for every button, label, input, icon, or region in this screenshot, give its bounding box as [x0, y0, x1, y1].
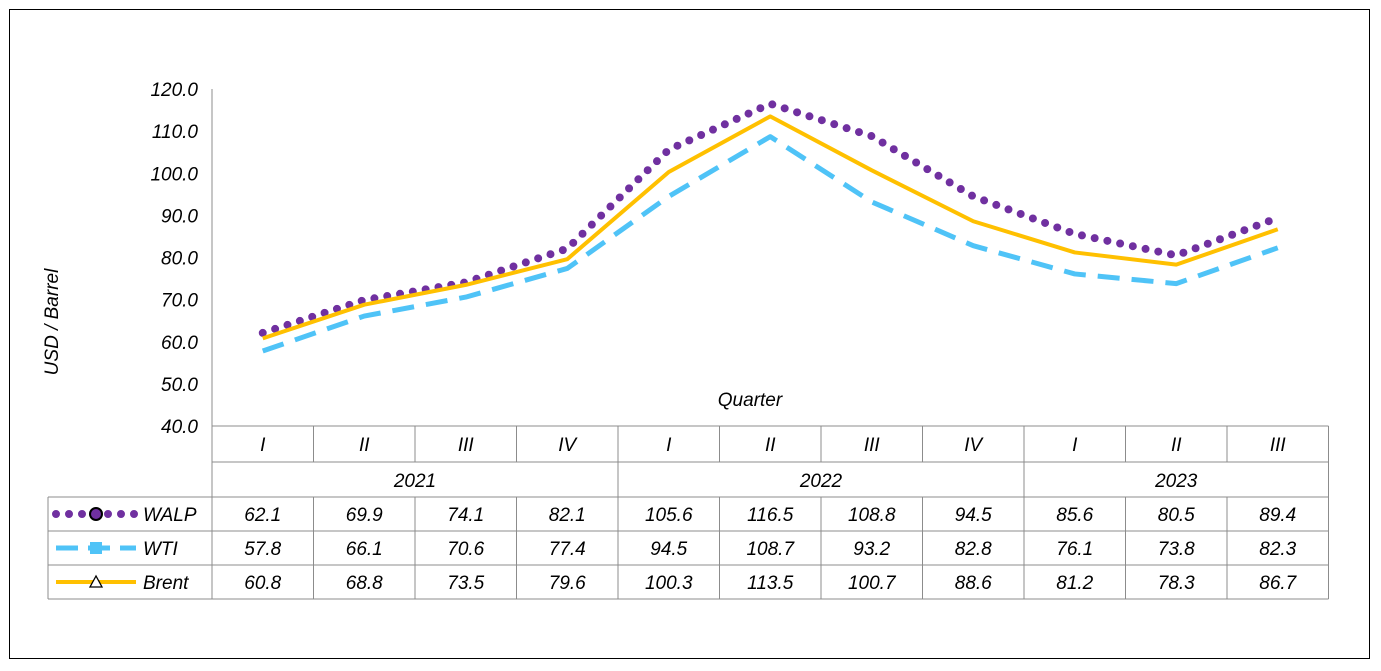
y-tick-label: 100.0	[150, 164, 198, 185]
data-label: 86.7	[1259, 573, 1297, 594]
data-label: 89.4	[1259, 505, 1296, 526]
data-label: 57.8	[244, 539, 281, 560]
quarter-label: III	[1270, 435, 1287, 456]
y-tick-label: 110.0	[152, 122, 199, 143]
data-label: 60.8	[244, 573, 281, 594]
data-label: 66.1	[346, 539, 383, 560]
data-label: 78.3	[1158, 573, 1195, 594]
y-tick-label: 50.0	[161, 375, 198, 396]
price-line-chart: USD / Barrel Quarter 40.0 50.0 60.0 70.0 80.…	[42, 80, 1329, 600]
data-label: 76.1	[1056, 539, 1093, 560]
series-line-brent	[262, 114, 1279, 341]
data-label: 108.8	[848, 505, 896, 526]
y-tick-label: 90.0	[161, 206, 198, 227]
year-label: 2022	[799, 471, 843, 492]
y-tick-label: 120.0	[150, 80, 198, 101]
data-label: 77.4	[549, 539, 586, 560]
quarter-label: II	[765, 435, 776, 456]
y-axis-title: USD / Barrel	[42, 268, 63, 375]
data-label: 74.1	[447, 505, 484, 526]
chart-frame: USD / Barrel Quarter 40.0 50.0 60.0 70.0 80.…	[9, 9, 1370, 659]
data-label: 116.5	[747, 505, 794, 526]
legend-marker-brent	[88, 574, 104, 588]
data-label: 100.7	[848, 573, 897, 594]
quarter-label: IV	[964, 435, 984, 456]
quarter-label: I	[260, 435, 266, 456]
data-label: 85.6	[1056, 505, 1093, 526]
data-label: 81.2	[1056, 573, 1093, 594]
data-label: 62.1	[244, 505, 281, 526]
y-tick-label: 40.0	[161, 417, 198, 438]
data-label: 80.5	[1158, 505, 1195, 526]
quarter-label: III	[458, 435, 475, 456]
data-label: 105.6	[645, 505, 693, 526]
y-tick-label: 80.0	[161, 249, 198, 270]
y-tick-label: 70.0	[161, 291, 198, 312]
legend-marker-wti	[90, 542, 102, 554]
data-label: 82.8	[955, 539, 992, 560]
legend-label-walp: WALP	[143, 505, 197, 526]
series-line-walp	[258, 99, 1282, 337]
data-label: 73.8	[1158, 539, 1195, 560]
quarter-label: III	[864, 435, 881, 456]
data-label: 69.9	[346, 505, 383, 526]
quarter-label: IV	[558, 435, 578, 456]
data-label: 73.5	[447, 573, 484, 594]
quarter-label: I	[1072, 435, 1078, 456]
data-label: 94.5	[955, 505, 992, 526]
legend-label-brent: Brent	[143, 573, 189, 594]
data-label: 82.1	[549, 505, 586, 526]
quarter-label: I	[666, 435, 672, 456]
data-label: 68.8	[346, 573, 383, 594]
data-label: 113.5	[747, 573, 794, 594]
data-label: 100.3	[645, 573, 693, 594]
x-axis-title: Quarter	[718, 390, 783, 411]
data-label: 79.6	[549, 573, 586, 594]
quarter-label: II	[1171, 435, 1182, 456]
y-tick-label: 60.0	[161, 333, 198, 354]
legend-marker-walp	[89, 507, 103, 521]
series-line-wti	[261, 134, 1279, 354]
year-label: 2021	[393, 471, 436, 492]
legend-label-wti: WTI	[143, 539, 179, 560]
year-label: 2023	[1154, 471, 1198, 492]
data-label: 82.3	[1259, 539, 1296, 560]
data-label: 70.6	[447, 539, 484, 560]
data-label: 94.5	[650, 539, 687, 560]
quarter-label: II	[359, 435, 370, 456]
data-label: 93.2	[853, 539, 890, 560]
data-label: 88.6	[955, 573, 992, 594]
data-label: 108.7	[746, 539, 795, 560]
